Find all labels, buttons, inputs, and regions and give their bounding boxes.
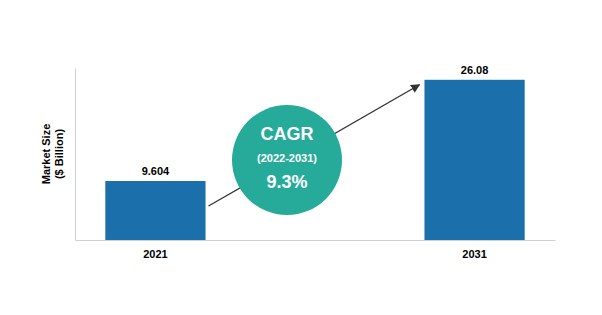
bars (105, 80, 524, 240)
cagr-badge: CAGR (2022-2031) 9.3% (232, 105, 342, 215)
cagr-text: 9.3% (266, 172, 307, 192)
chart: 2021 2031 9.604 26.08 Market Size($ Billion)… (0, 0, 602, 315)
bar (424, 80, 524, 240)
x-tick-label: 2031 (462, 248, 486, 260)
y-axis-title-line: Market Size (40, 124, 52, 185)
bar (105, 181, 205, 240)
x-tick: 2031 (462, 240, 486, 260)
cagr-text: (2022-2031) (257, 152, 317, 164)
cagr-text: CAGR (261, 124, 314, 144)
x-tick-label: 2021 (143, 248, 167, 260)
y-axis-line (75, 69, 76, 241)
data-label: 9.604 (142, 165, 170, 177)
y-axis-title-line: ($ Billion) (53, 129, 65, 179)
data-label: 26.08 (461, 64, 489, 76)
y-axis-title: Market Size($ Billion) (40, 124, 65, 185)
x-tick: 2021 (143, 240, 167, 260)
cagr-circle (232, 105, 342, 215)
x-axis-line (76, 240, 556, 241)
y-axis (75, 69, 76, 241)
x-axis: 2021 2031 (76, 240, 556, 260)
